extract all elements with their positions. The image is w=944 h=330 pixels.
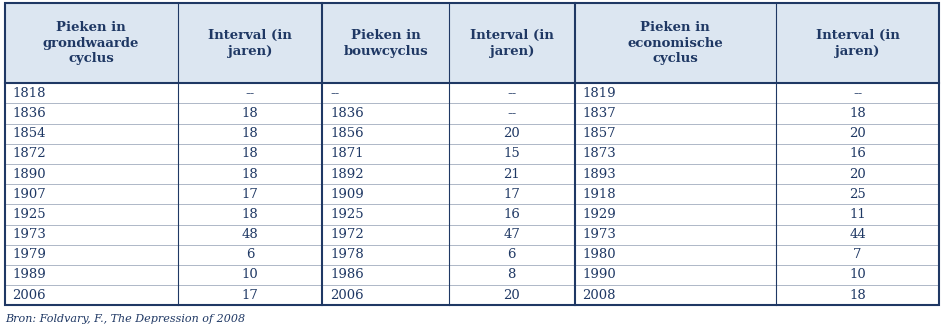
Text: Interval (in
jaren): Interval (in jaren) bbox=[208, 29, 292, 57]
Text: 10: 10 bbox=[242, 269, 259, 281]
Text: 1925: 1925 bbox=[12, 208, 46, 221]
Text: 1909: 1909 bbox=[330, 188, 363, 201]
Text: 11: 11 bbox=[850, 208, 866, 221]
Text: --: -- bbox=[245, 87, 255, 100]
Text: 1836: 1836 bbox=[330, 107, 363, 120]
Text: 20: 20 bbox=[850, 127, 866, 140]
Text: 20: 20 bbox=[850, 168, 866, 181]
Text: 2006: 2006 bbox=[330, 289, 363, 302]
Text: 18: 18 bbox=[850, 289, 866, 302]
Text: 1818: 1818 bbox=[12, 87, 45, 100]
Text: 1979: 1979 bbox=[12, 248, 46, 261]
Text: 1854: 1854 bbox=[12, 127, 45, 140]
Text: 6: 6 bbox=[245, 248, 254, 261]
Text: 17: 17 bbox=[503, 188, 520, 201]
Text: 7: 7 bbox=[853, 248, 862, 261]
Text: Pieken in
economische
cyclus: Pieken in economische cyclus bbox=[628, 21, 723, 65]
Text: Bron: Foldvary, F., The Depression of 2008: Bron: Foldvary, F., The Depression of 20… bbox=[5, 314, 244, 323]
Text: --: -- bbox=[507, 87, 516, 100]
Text: 18: 18 bbox=[850, 107, 866, 120]
Text: 47: 47 bbox=[503, 228, 520, 241]
Text: 17: 17 bbox=[242, 188, 259, 201]
Text: 18: 18 bbox=[242, 107, 259, 120]
Text: 1837: 1837 bbox=[582, 107, 616, 120]
Text: 1986: 1986 bbox=[330, 269, 363, 281]
Text: 1980: 1980 bbox=[582, 248, 616, 261]
Text: Interval (in
jaren): Interval (in jaren) bbox=[470, 29, 554, 57]
Text: 1890: 1890 bbox=[12, 168, 46, 181]
Text: 1973: 1973 bbox=[12, 228, 46, 241]
Text: 16: 16 bbox=[849, 148, 866, 160]
Text: --: -- bbox=[330, 87, 339, 100]
Text: 1973: 1973 bbox=[582, 228, 616, 241]
Text: 1893: 1893 bbox=[582, 168, 616, 181]
Text: 20: 20 bbox=[503, 127, 520, 140]
Text: 2008: 2008 bbox=[582, 289, 615, 302]
Text: 1929: 1929 bbox=[582, 208, 616, 221]
Text: 16: 16 bbox=[503, 208, 520, 221]
Text: 18: 18 bbox=[242, 127, 259, 140]
Text: --: -- bbox=[507, 107, 516, 120]
Text: 1918: 1918 bbox=[582, 188, 616, 201]
Text: --: -- bbox=[852, 87, 862, 100]
Text: 1892: 1892 bbox=[330, 168, 363, 181]
Text: 1990: 1990 bbox=[582, 269, 616, 281]
Text: 1856: 1856 bbox=[330, 127, 363, 140]
Text: 21: 21 bbox=[503, 168, 520, 181]
Text: 1972: 1972 bbox=[330, 228, 363, 241]
Text: 1978: 1978 bbox=[330, 248, 363, 261]
Text: Pieken in
bouwcyclus: Pieken in bouwcyclus bbox=[344, 29, 428, 57]
Text: 1873: 1873 bbox=[582, 148, 616, 160]
Text: 17: 17 bbox=[242, 289, 259, 302]
Text: 1857: 1857 bbox=[582, 127, 616, 140]
Text: 1989: 1989 bbox=[12, 269, 46, 281]
Text: 18: 18 bbox=[242, 148, 259, 160]
Text: 1872: 1872 bbox=[12, 148, 46, 160]
Text: 1925: 1925 bbox=[330, 208, 363, 221]
Text: 1836: 1836 bbox=[12, 107, 46, 120]
Text: 2006: 2006 bbox=[12, 289, 46, 302]
Text: 48: 48 bbox=[242, 228, 259, 241]
Text: 18: 18 bbox=[242, 168, 259, 181]
Text: 20: 20 bbox=[503, 289, 520, 302]
Text: 1907: 1907 bbox=[12, 188, 46, 201]
Text: 8: 8 bbox=[508, 269, 516, 281]
Text: 18: 18 bbox=[242, 208, 259, 221]
Text: Pieken in
grondwaarde
cyclus: Pieken in grondwaarde cyclus bbox=[43, 21, 140, 65]
Text: 1819: 1819 bbox=[582, 87, 616, 100]
Text: 44: 44 bbox=[850, 228, 866, 241]
Text: 10: 10 bbox=[850, 269, 866, 281]
Text: 25: 25 bbox=[850, 188, 866, 201]
Bar bbox=[5, 3, 939, 83]
Text: 15: 15 bbox=[503, 148, 520, 160]
Text: Interval (in
jaren): Interval (in jaren) bbox=[816, 29, 900, 57]
Text: 6: 6 bbox=[508, 248, 516, 261]
Text: 1871: 1871 bbox=[330, 148, 363, 160]
